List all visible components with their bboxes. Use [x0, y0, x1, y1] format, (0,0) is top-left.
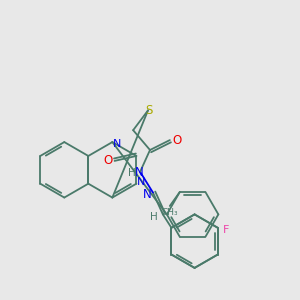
Text: N: N: [143, 188, 152, 201]
Text: O: O: [103, 154, 112, 167]
Text: H: H: [128, 168, 136, 178]
Text: N: N: [137, 177, 146, 187]
Text: N: N: [135, 166, 143, 179]
Text: F: F: [223, 225, 229, 235]
Text: O: O: [172, 134, 182, 147]
Text: S: S: [145, 104, 153, 117]
Text: N: N: [113, 139, 122, 149]
Text: CH₃: CH₃: [161, 208, 178, 217]
Text: H: H: [150, 212, 158, 222]
